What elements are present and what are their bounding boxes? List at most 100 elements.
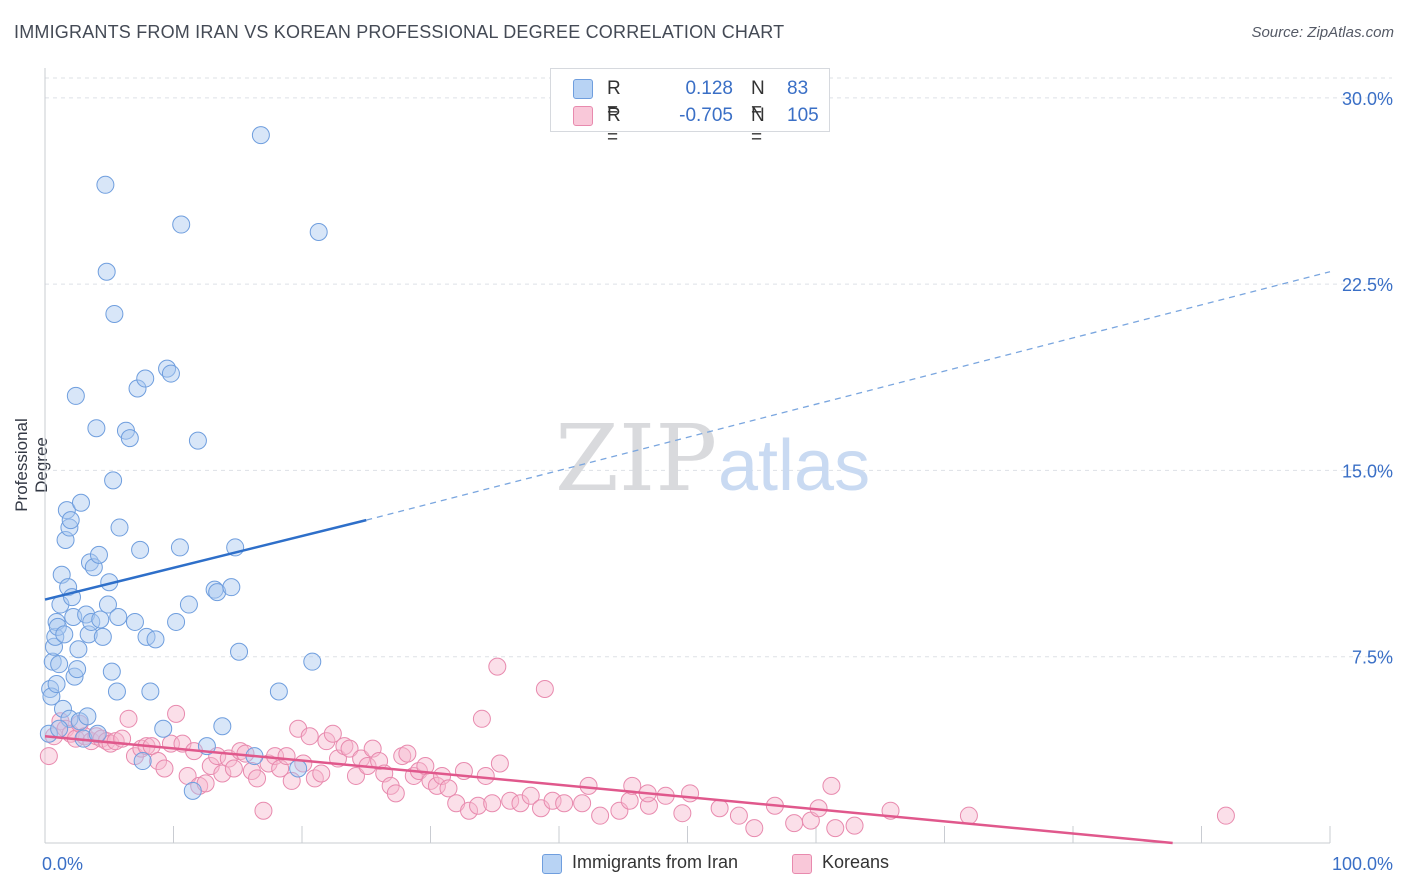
data-point bbox=[149, 752, 168, 771]
data-point bbox=[259, 754, 278, 773]
data-point bbox=[710, 799, 729, 818]
data-point bbox=[65, 667, 84, 686]
data-point bbox=[346, 766, 365, 785]
legend-r-label: R = bbox=[607, 78, 621, 121]
data-point bbox=[340, 739, 359, 758]
data-point bbox=[109, 607, 128, 626]
data-point bbox=[289, 759, 308, 778]
data-point bbox=[110, 518, 129, 537]
data-point bbox=[98, 595, 117, 614]
legend-r-label: R = bbox=[607, 105, 621, 148]
data-point bbox=[146, 630, 165, 649]
data-point bbox=[623, 776, 642, 795]
y-tick-label: 22.5% bbox=[1342, 275, 1393, 295]
data-point bbox=[60, 518, 79, 537]
data-point bbox=[729, 806, 748, 825]
data-point bbox=[57, 501, 76, 520]
bottom-legend-swatch-koreans bbox=[792, 854, 812, 874]
data-point bbox=[161, 364, 180, 383]
data-point bbox=[521, 786, 540, 805]
data-point bbox=[822, 776, 841, 795]
data-point bbox=[179, 595, 198, 614]
data-point bbox=[222, 578, 241, 597]
iran-trend-line bbox=[44, 518, 367, 601]
data-point bbox=[131, 540, 150, 559]
data-point bbox=[102, 662, 121, 681]
data-point bbox=[128, 379, 147, 398]
data-point bbox=[183, 781, 202, 800]
trend-lines bbox=[44, 271, 1331, 845]
data-point bbox=[48, 617, 67, 636]
data-point bbox=[155, 759, 174, 778]
y-tick-label: 15.0% bbox=[1342, 461, 1393, 481]
data-point bbox=[501, 791, 520, 810]
data-point bbox=[300, 727, 319, 746]
data-point bbox=[97, 262, 116, 281]
data-point bbox=[167, 612, 186, 631]
data-point bbox=[303, 652, 322, 671]
data-point bbox=[309, 222, 328, 241]
data-point bbox=[248, 769, 267, 788]
watermark-zip: ZIP bbox=[555, 405, 717, 512]
data-point bbox=[50, 719, 69, 738]
data-point bbox=[154, 719, 173, 738]
data-point bbox=[472, 709, 491, 728]
axes bbox=[44, 68, 1331, 844]
data-point bbox=[133, 752, 152, 771]
data-point bbox=[511, 794, 530, 813]
legend-n-value: 105 bbox=[787, 105, 819, 126]
data-point bbox=[386, 784, 405, 803]
data-point bbox=[172, 215, 191, 234]
data-point bbox=[213, 764, 232, 783]
legend-n-label: N = bbox=[751, 78, 765, 121]
bottom-legend-label-iran: Immigrants from Iran bbox=[572, 852, 739, 872]
source-label: Source: ZipAtlas.com bbox=[1251, 24, 1394, 41]
data-point bbox=[125, 612, 144, 631]
data-point bbox=[44, 637, 63, 656]
data-point bbox=[71, 493, 90, 512]
data-point bbox=[469, 796, 488, 815]
data-point bbox=[745, 819, 764, 838]
data-point bbox=[119, 709, 138, 728]
data-point bbox=[251, 126, 270, 145]
data-point bbox=[335, 737, 354, 756]
data-point bbox=[78, 707, 97, 726]
watermark-atlas: atlas bbox=[718, 426, 870, 506]
correlation-legend: R = 0.128 N = 83 R = -0.705 N = 105 bbox=[550, 68, 830, 148]
data-point bbox=[61, 511, 80, 530]
data-point bbox=[476, 766, 495, 785]
data-point bbox=[785, 814, 804, 833]
bottom-legend-swatch-iran bbox=[542, 854, 562, 874]
data-point bbox=[91, 610, 110, 629]
data-point bbox=[673, 804, 692, 823]
data-point bbox=[555, 794, 574, 813]
data-point bbox=[170, 538, 189, 557]
koreans-points bbox=[39, 657, 1235, 838]
data-point bbox=[323, 724, 342, 743]
legend-n-label: N = bbox=[751, 105, 765, 148]
data-point bbox=[591, 806, 610, 825]
data-point bbox=[213, 717, 232, 736]
data-point bbox=[188, 431, 207, 450]
data-point bbox=[483, 794, 502, 813]
data-point bbox=[89, 545, 108, 564]
data-point bbox=[393, 747, 412, 766]
x-tick-label: 100.0% bbox=[1332, 854, 1393, 874]
y-tick-label: 30.0% bbox=[1342, 89, 1393, 109]
data-point bbox=[39, 747, 58, 766]
data-point bbox=[254, 801, 273, 820]
data-point bbox=[427, 776, 446, 795]
data-point bbox=[141, 682, 160, 701]
data-point bbox=[620, 791, 639, 810]
data-point bbox=[269, 682, 288, 701]
data-point bbox=[398, 744, 417, 763]
legend-swatch-koreans bbox=[573, 106, 593, 126]
data-point bbox=[826, 819, 845, 838]
data-point bbox=[439, 779, 458, 798]
data-point bbox=[96, 175, 115, 194]
data-point bbox=[55, 625, 74, 644]
data-point bbox=[68, 660, 87, 679]
data-point bbox=[167, 704, 186, 723]
data-point bbox=[93, 627, 112, 646]
data-point bbox=[87, 419, 106, 438]
